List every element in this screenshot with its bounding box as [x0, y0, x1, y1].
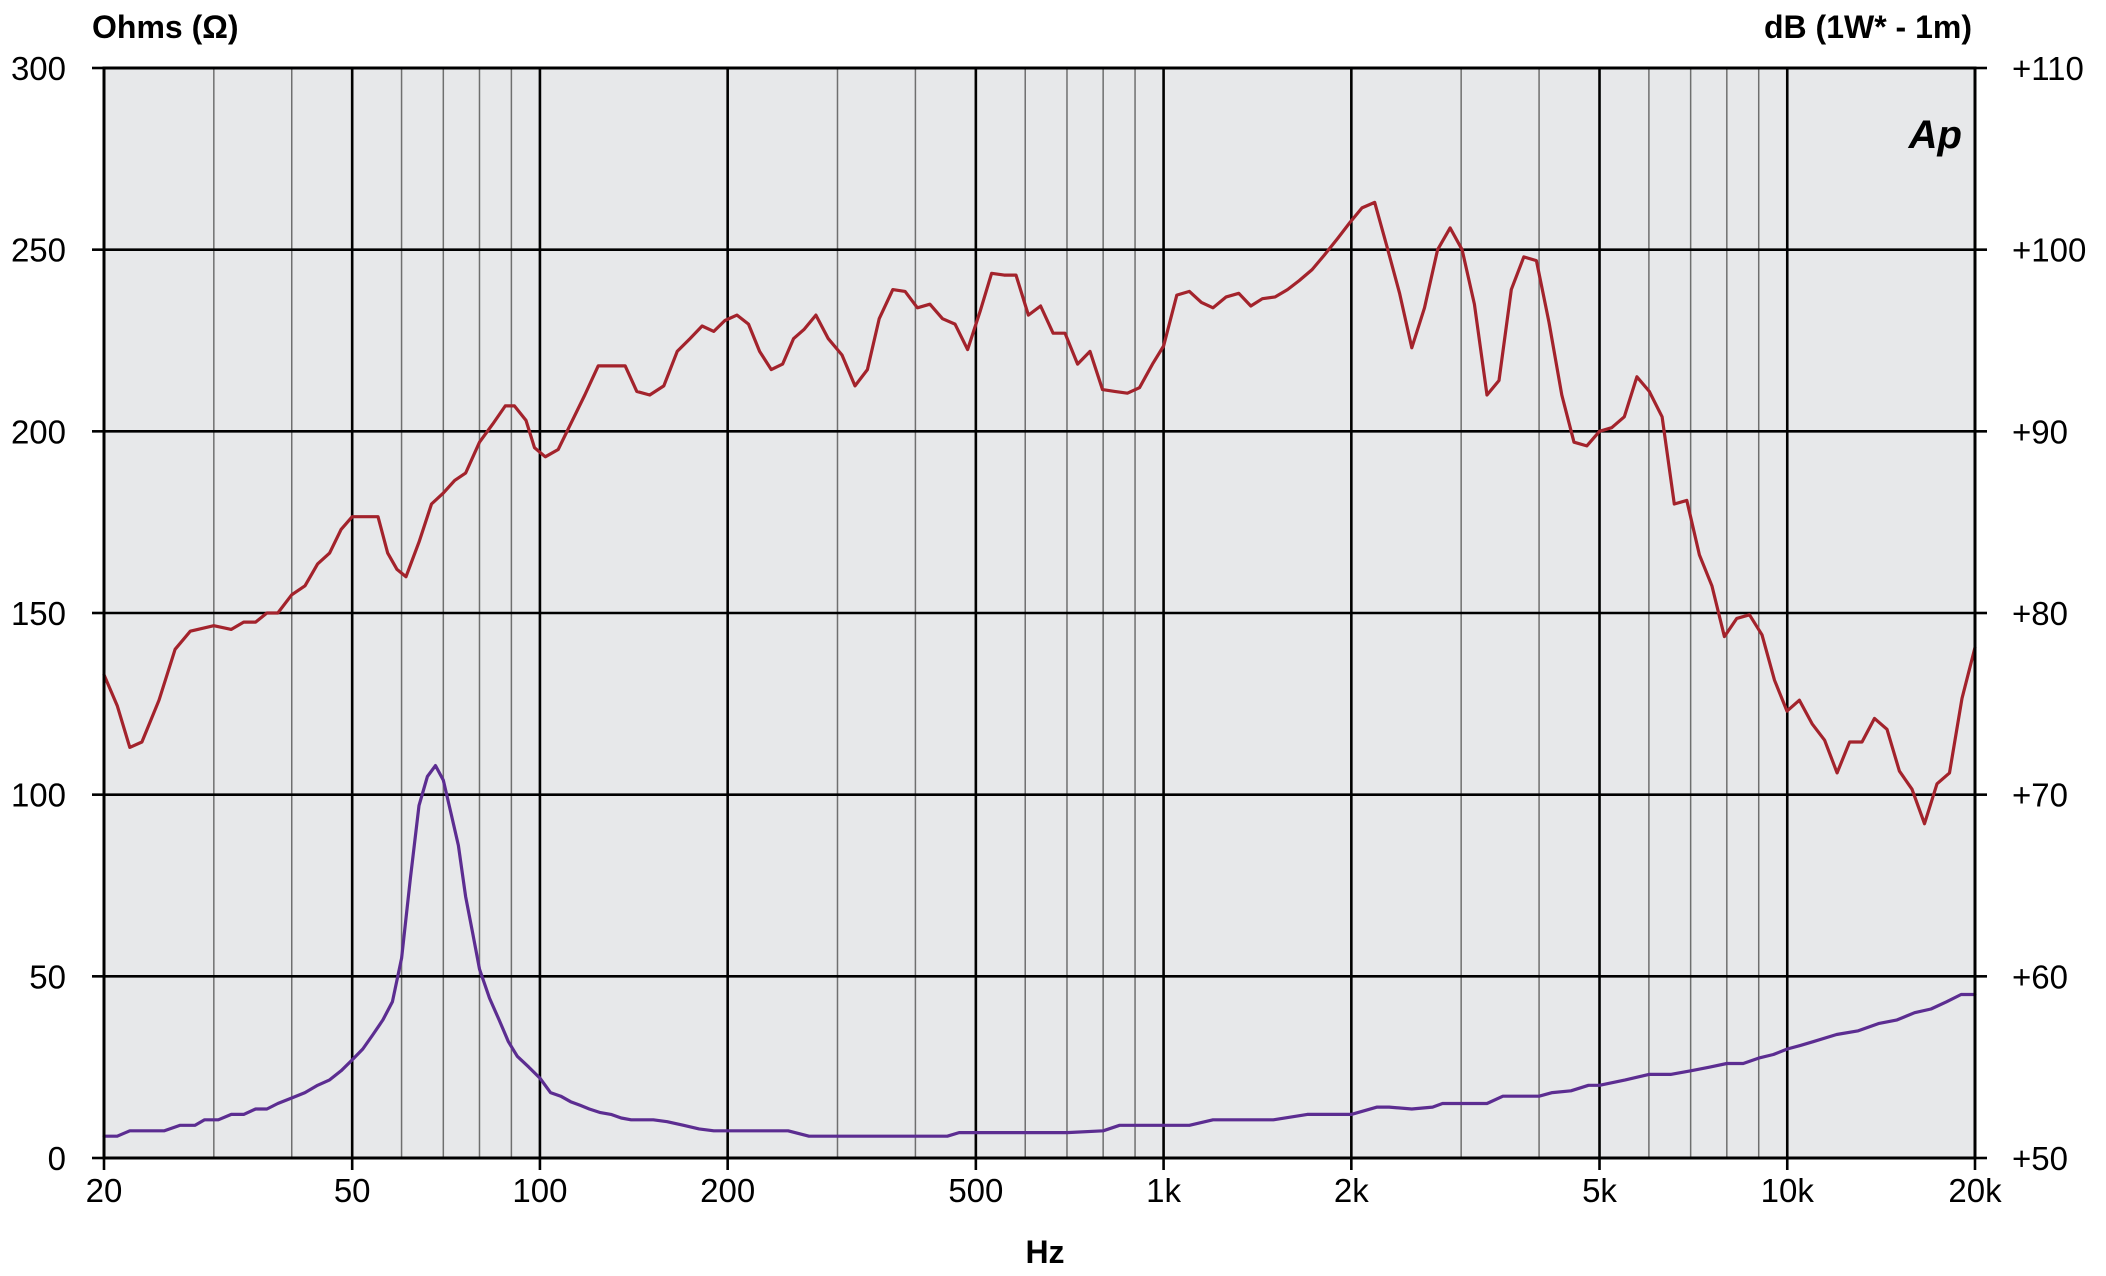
x-tick-label: 2k: [1334, 1172, 1369, 1209]
x-axis-title: Hz: [1025, 1234, 1064, 1270]
left-tick-label: 150: [11, 595, 66, 632]
x-tick-label: 5k: [1582, 1172, 1617, 1209]
right-tick-label: +60: [2012, 958, 2068, 995]
right-tick-labels: +50 +60 +70 +80 +90 +100 +110: [1975, 50, 2086, 1177]
series-layer: [102, 200, 1977, 1138]
x-tick-label: 20: [86, 1172, 123, 1209]
right-tick-label: +70: [2012, 777, 2068, 814]
left-tick-label: 50: [29, 958, 66, 995]
x-tick-label: 50: [334, 1172, 371, 1209]
ap-logo: Ap: [1908, 113, 1962, 157]
x-tick-label: 200: [700, 1172, 755, 1209]
left-tick-label: 100: [11, 777, 66, 814]
left-axis-title: Ohms (Ω): [92, 9, 239, 45]
spl-curve: [102, 200, 1977, 826]
right-axis-title: dB (1W* - 1m): [1764, 9, 1972, 45]
right-tick-label: +100: [2012, 232, 2086, 269]
right-tick-label: +110: [2012, 50, 2084, 87]
x-tick-label: 500: [948, 1172, 1003, 1209]
x-tick-label: 1k: [1146, 1172, 1181, 1209]
left-tick-label: 200: [11, 413, 66, 450]
impedance-curve: [102, 763, 1977, 1138]
x-tick-label: 100: [512, 1172, 567, 1209]
left-tick-label: 0: [48, 1140, 66, 1177]
right-tick-label: +50: [2012, 1140, 2068, 1177]
x-tick-label: 10k: [1761, 1172, 1815, 1209]
right-tick-label: +90: [2012, 413, 2068, 450]
left-tick-label: 300: [11, 50, 66, 87]
left-tick-labels: 0 50 100 150 200 250 300: [11, 50, 104, 1177]
x-tick-label: 20k: [1948, 1172, 2002, 1209]
right-tick-label: +80: [2012, 595, 2068, 632]
left-tick-label: 250: [11, 232, 66, 269]
x-tick-labels: 20 50 100 200 500 1k 2k 5k 10k 20k: [86, 1158, 2002, 1209]
